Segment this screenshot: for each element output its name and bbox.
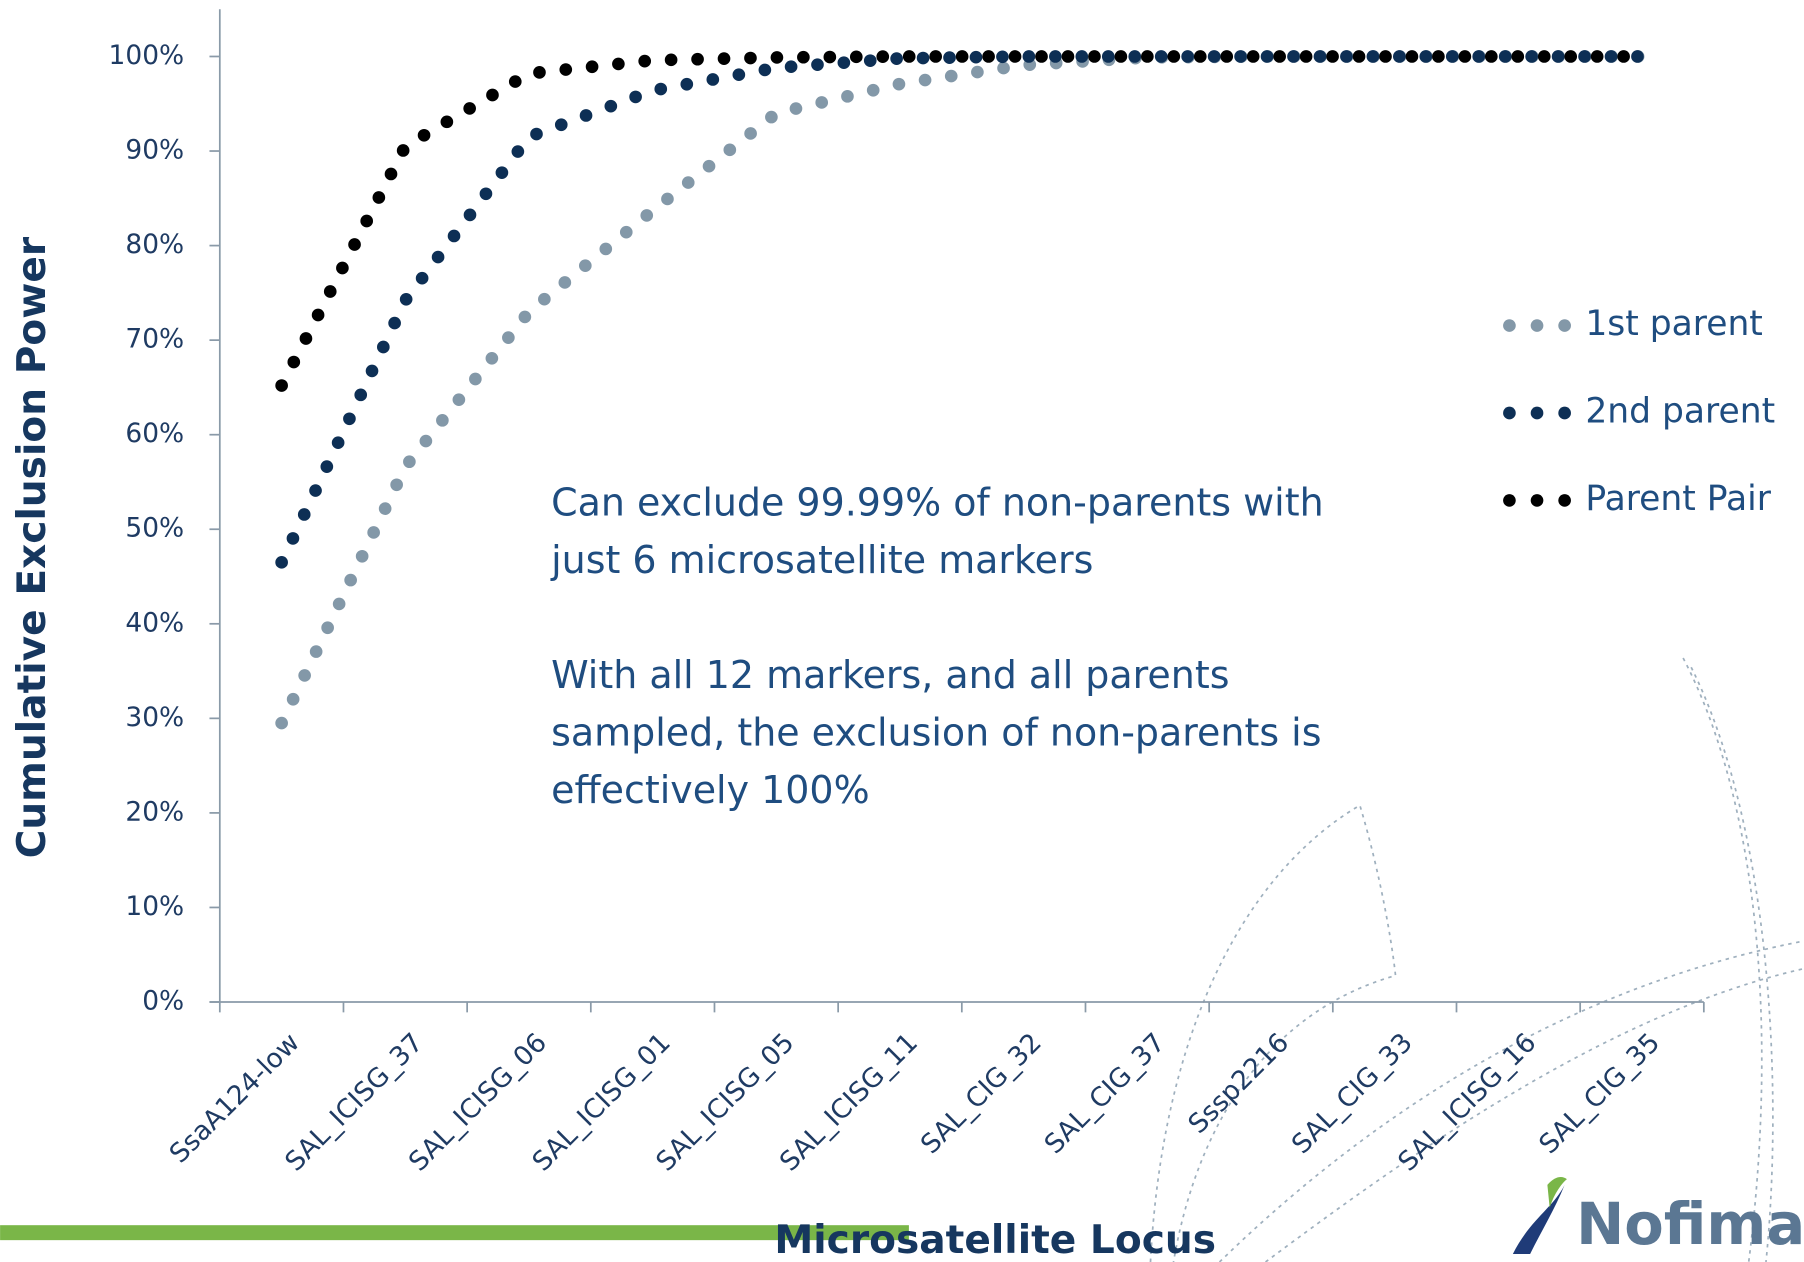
- series-line: [275, 50, 1649, 730]
- y-axis-title: Cumulative Exclusion Power: [10, 236, 55, 858]
- annotation: Can exclude 99.99% of non-parents with: [551, 480, 1324, 524]
- y-tick-label: 10%: [125, 891, 184, 922]
- legend-label: Parent Pair: [1585, 479, 1771, 519]
- logo: Nofima: [1512, 1177, 1804, 1258]
- annotation: sampled, the exclusion of non-parents is: [551, 710, 1321, 754]
- y-tick-label: 50%: [125, 513, 184, 544]
- y-tick-label: 90%: [125, 135, 184, 166]
- logo-mark: [1512, 1184, 1565, 1254]
- x-tick-label: SAL_CIG_37: [1039, 1027, 1172, 1160]
- series-line: [275, 50, 1649, 392]
- y-tick-label: 0%: [142, 986, 184, 1017]
- x-tick-label: SAL_CIG_32: [915, 1027, 1048, 1160]
- y-tick-label: 30%: [125, 702, 184, 733]
- y-tick-label: 20%: [125, 796, 184, 827]
- legend-swatch: [1530, 406, 1544, 420]
- annotation: effectively 100%: [551, 768, 870, 812]
- legend-swatch: [1530, 494, 1544, 507]
- x-tick-label: SAL_CIG_35: [1533, 1027, 1666, 1160]
- legend-swatch: [1558, 494, 1571, 507]
- legend-swatch: [1530, 319, 1544, 332]
- legend-label: 2nd parent: [1585, 391, 1775, 431]
- x-tick-label: SsaA124-low: [164, 1027, 306, 1169]
- y-tick-label: 100%: [109, 40, 185, 71]
- logo-leaf: [1547, 1177, 1567, 1208]
- y-tick-label: 70%: [125, 324, 184, 355]
- annotation: With all 12 markers, and all parents: [551, 653, 1229, 697]
- legend-swatch: [1503, 494, 1516, 507]
- green-bar: [0, 1225, 909, 1241]
- legend-swatch: [1558, 319, 1571, 332]
- y-tick-label: 80%: [125, 229, 184, 260]
- x-tick-label: Sssp2216: [1182, 1027, 1295, 1140]
- x-axis-title: Microsatellite Locus: [774, 1218, 1216, 1262]
- legend-label: 1st parent: [1585, 304, 1763, 344]
- decoration: [1149, 657, 1804, 1262]
- y-tick-label: 60%: [125, 418, 184, 449]
- annotation: just 6 microsatellite markers: [550, 538, 1093, 582]
- y-tick-label: 40%: [125, 607, 184, 638]
- legend-swatch: [1558, 406, 1571, 420]
- x-tick-label: SAL_CIG_33: [1286, 1027, 1419, 1160]
- logo-text: Nofima: [1576, 1191, 1804, 1258]
- legend-swatch: [1503, 319, 1516, 332]
- legend-swatch: [1503, 406, 1516, 420]
